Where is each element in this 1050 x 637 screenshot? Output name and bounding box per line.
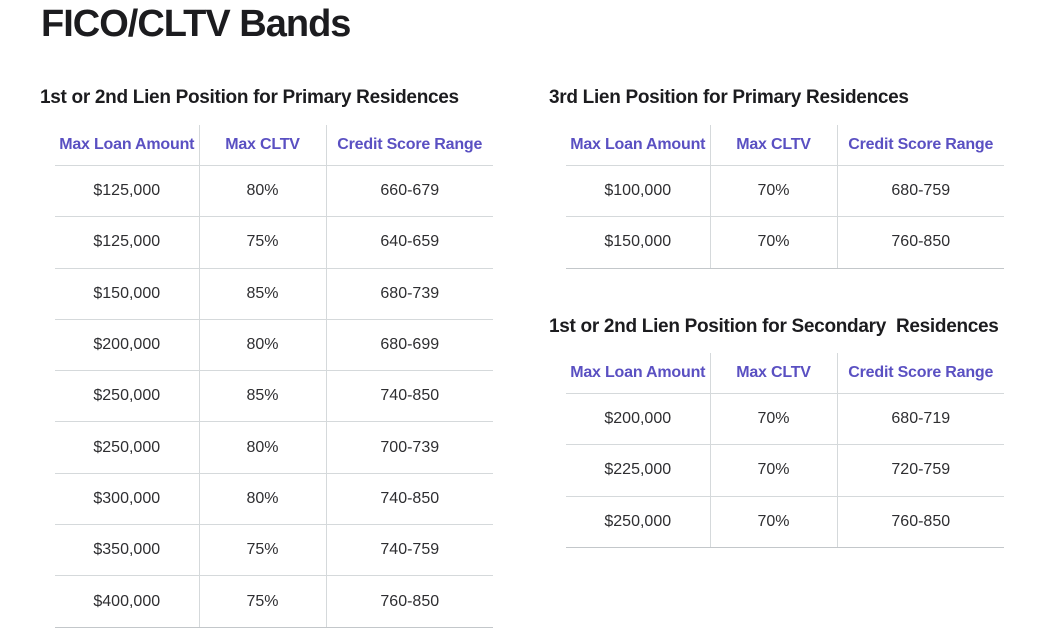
table-row: $250,000 85% 740-850 <box>55 370 493 423</box>
cell: 680-699 <box>325 319 493 372</box>
cell: 70% <box>709 165 837 218</box>
cell: $125,000 <box>55 165 199 218</box>
cell: 740-759 <box>325 524 493 577</box>
cell: 80% <box>198 319 326 372</box>
table-row: $250,000 80% 700-739 <box>55 421 493 474</box>
cell: 760-850 <box>836 496 1004 548</box>
cell: 740-850 <box>325 473 493 526</box>
table-1st-2nd-lien-secondary: Max Loan Amount Max CLTV Credit Score Rang… <box>566 353 1004 548</box>
cell: 75% <box>198 216 326 269</box>
cell: 640-659 <box>325 216 493 269</box>
cell: 70% <box>709 496 837 548</box>
section-title-1st-2nd-lien-secondary: 1st or 2nd Lien Position for Secondary R… <box>549 316 999 337</box>
cell: 660-679 <box>325 165 493 218</box>
column-header: Max CLTV <box>709 353 837 394</box>
table-row: $225,000 70% 720-759 <box>566 444 1004 497</box>
cell: $300,000 <box>55 473 199 526</box>
cell: 70% <box>709 393 837 446</box>
cell: 680-759 <box>836 165 1004 218</box>
table-row: $150,000 70% 760-850 <box>566 216 1004 269</box>
column-header: Credit Score Range <box>325 125 493 166</box>
header-row: Max Loan Amount Max CLTV Credit Score Rang… <box>566 125 1004 166</box>
cell: 680-719 <box>836 393 1004 446</box>
column-header: Max CLTV <box>709 125 837 166</box>
table-1st-2nd-lien-primary: Max Loan Amount Max CLTV Credit Score Rang… <box>55 125 493 628</box>
page-title: FICO/CLTV Bands <box>41 3 351 45</box>
cell: 80% <box>198 473 326 526</box>
cell: 80% <box>198 421 326 474</box>
table-row: $350,000 75% 740-759 <box>55 524 493 577</box>
table-row: $300,000 80% 740-850 <box>55 473 493 526</box>
cell: 760-850 <box>836 216 1004 269</box>
cell: $200,000 <box>55 319 199 372</box>
cell: $225,000 <box>566 444 710 497</box>
cell: 75% <box>198 524 326 577</box>
table-row: $250,000 70% 760-850 <box>566 496 1004 548</box>
cell: 680-739 <box>325 268 493 320</box>
column-header: Credit Score Range <box>836 353 1004 394</box>
cell: $150,000 <box>566 216 710 269</box>
table-row: $100,000 70% 680-759 <box>566 165 1004 218</box>
cell: 740-850 <box>325 370 493 423</box>
column-header: Max CLTV <box>198 125 326 166</box>
cell: $250,000 <box>55 421 199 474</box>
cell: 70% <box>709 216 837 269</box>
cell: $150,000 <box>55 268 199 320</box>
table-3rd-lien-primary: Max Loan Amount Max CLTV Credit Score Rang… <box>566 125 1004 269</box>
cell: 70% <box>709 444 837 497</box>
cell: 75% <box>198 575 326 628</box>
section-title-3rd-lien-primary: 3rd Lien Position for Primary Residences <box>549 87 909 108</box>
cell: $250,000 <box>55 370 199 423</box>
section-title-1st-2nd-lien-primary: 1st or 2nd Lien Position for Primary Res… <box>40 87 459 108</box>
table-row: $150,000 85% 680-739 <box>55 268 493 320</box>
cell: 85% <box>198 370 326 423</box>
header-row: Max Loan Amount Max CLTV Credit Score Rang… <box>566 353 1004 394</box>
column-header: Max Loan Amount <box>55 125 199 166</box>
cell: $125,000 <box>55 216 199 269</box>
table-row: $200,000 70% 680-719 <box>566 393 1004 446</box>
cell: 760-850 <box>325 575 493 628</box>
cell: $250,000 <box>566 496 710 548</box>
table-row: $400,000 75% 760-850 <box>55 575 493 628</box>
header-row: Max Loan Amount Max CLTV Credit Score Rang… <box>55 125 493 166</box>
cell: 720-759 <box>836 444 1004 497</box>
cell: $350,000 <box>55 524 199 577</box>
table-row: $125,000 80% 660-679 <box>55 165 493 218</box>
cell: 85% <box>198 268 326 320</box>
cell: $400,000 <box>55 575 199 628</box>
column-header: Max Loan Amount <box>566 125 710 166</box>
table-row: $200,000 80% 680-699 <box>55 319 493 372</box>
cell: 700-739 <box>325 421 493 474</box>
table-row: $125,000 75% 640-659 <box>55 216 493 269</box>
cell: $200,000 <box>566 393 710 446</box>
column-header: Credit Score Range <box>836 125 1004 166</box>
cell: $100,000 <box>566 165 710 218</box>
cell: 80% <box>198 165 326 218</box>
column-header: Max Loan Amount <box>566 353 710 394</box>
